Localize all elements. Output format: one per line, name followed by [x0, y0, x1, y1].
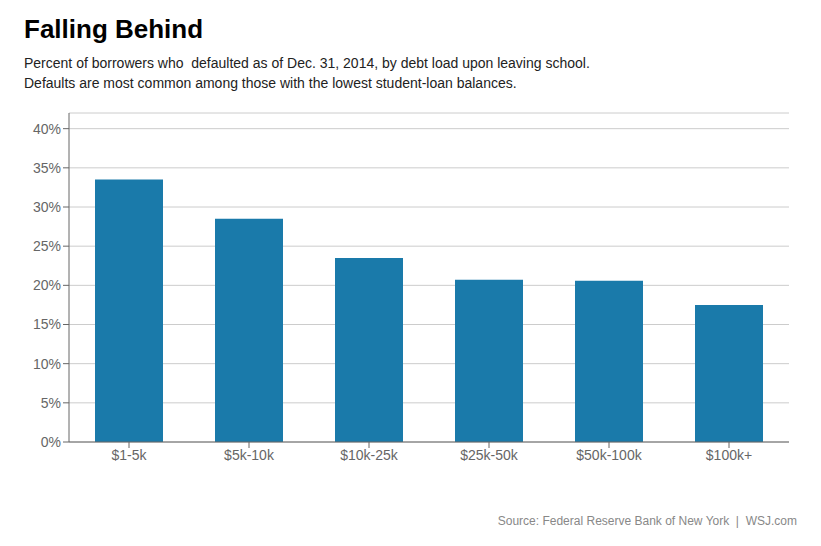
html-text:Source: Federal Reserve Bank o: Source: Federal Reserve Bank of New York…: [497, 514, 797, 528]
svg-text:25%: 25%: [33, 238, 61, 254]
html-text:Percent of borrowers who defau: Percent of borrowers who defaulted as of…: [24, 55, 590, 71]
html-text:Defaults are most common among: Defaults are most common among those wit…: [24, 75, 517, 91]
svg-text:15%: 15%: [33, 316, 61, 332]
svg-text:0%: 0%: [41, 434, 61, 450]
svg-text:$5k-10k: $5k-10k: [224, 447, 275, 463]
svg-text:20%: 20%: [33, 277, 61, 293]
html-text:Falling Behind: Falling Behind: [24, 14, 204, 44]
svg-text:40%: 40%: [33, 121, 61, 137]
svg-text:10%: 10%: [33, 356, 61, 372]
svg-text:$50k-100k: $50k-100k: [576, 447, 642, 463]
svg-text:30%: 30%: [33, 199, 61, 215]
svg-text:$1-5k: $1-5k: [111, 447, 147, 463]
svg-text:$100k+: $100k+: [706, 447, 752, 463]
svg-text:$25k-50k: $25k-50k: [460, 447, 519, 463]
svg-text:35%: 35%: [33, 160, 61, 176]
svg-text:5%: 5%: [41, 395, 61, 411]
svg-text:$10k-25k: $10k-25k: [340, 447, 399, 463]
